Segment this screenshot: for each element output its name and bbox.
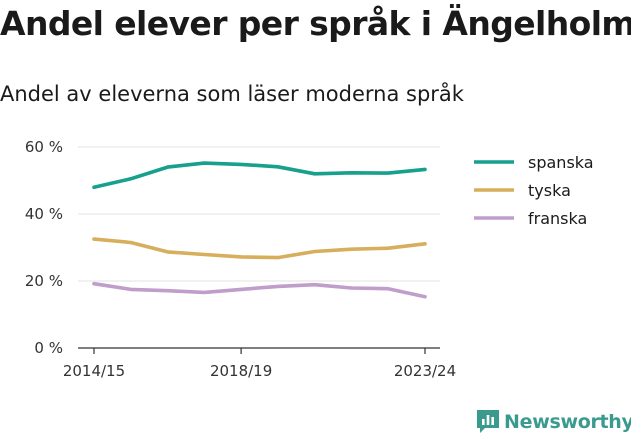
legend-label-tyska: tyska bbox=[528, 181, 571, 200]
x-tick-label: 2018/19 bbox=[210, 362, 272, 380]
series-line-tyska bbox=[92, 237, 427, 260]
series-line-franska bbox=[92, 281, 427, 299]
x-tick-label: 2023/24 bbox=[394, 362, 456, 380]
y-tick-label: 40 % bbox=[25, 205, 63, 223]
chart-subtitle: Andel av eleverna som läser moderna språ… bbox=[0, 82, 464, 106]
legend: spanska tyska franska bbox=[474, 153, 594, 228]
y-tick-label: 60 % bbox=[25, 138, 63, 156]
y-axis-tick-labels: 0 % 20 % 40 % 60 % bbox=[25, 138, 63, 357]
series-line-spanska bbox=[92, 161, 427, 189]
x-axis bbox=[78, 347, 440, 354]
chart-title: Andel elever per språk i Ängelholm bbox=[0, 4, 631, 43]
gridlines bbox=[78, 146, 440, 282]
x-axis-tick-labels: 2014/15 2018/19 2023/24 bbox=[63, 362, 456, 380]
series-lines bbox=[92, 161, 427, 299]
y-tick-label: 0 % bbox=[34, 339, 63, 357]
y-tick-label: 20 % bbox=[25, 272, 63, 290]
bar-chart-logo-icon bbox=[477, 410, 499, 433]
newsworthy-logo: Newsworthy bbox=[476, 409, 631, 435]
legend-label-franska: franska bbox=[528, 209, 587, 228]
legend-label-spanska: spanska bbox=[528, 153, 594, 172]
brand-name: Newsworthy bbox=[504, 411, 631, 433]
x-tick-label: 2014/15 bbox=[63, 362, 125, 380]
